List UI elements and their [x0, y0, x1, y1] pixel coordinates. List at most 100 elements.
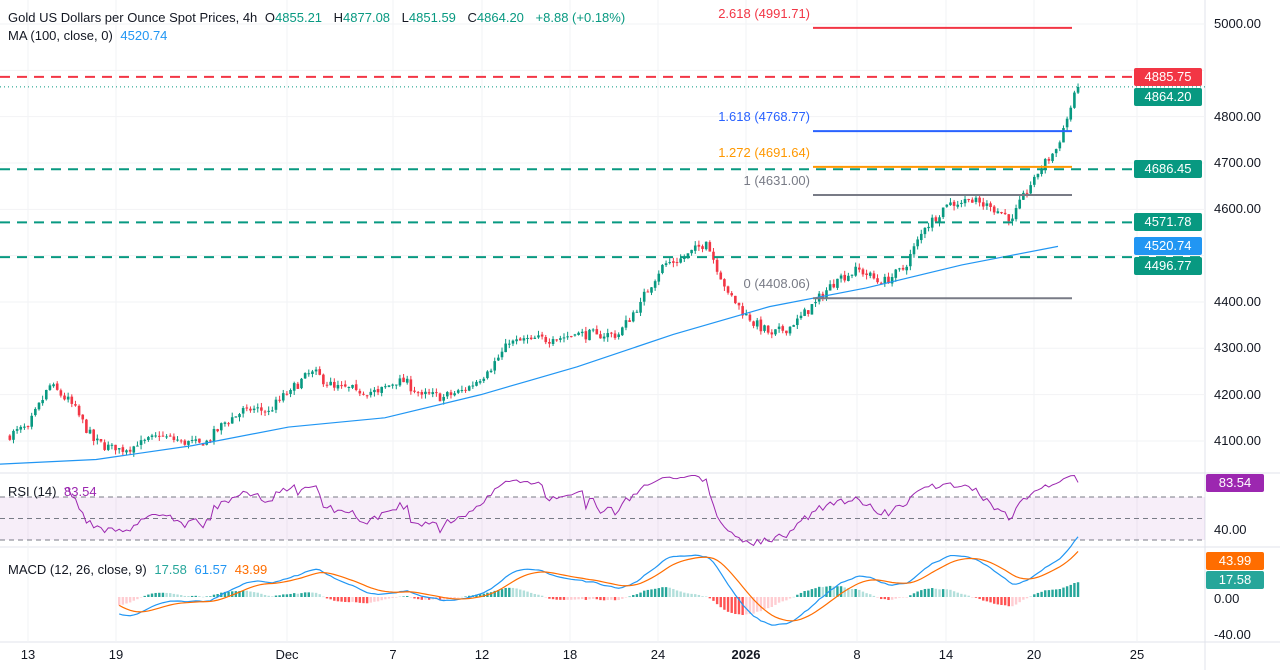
candle — [752, 320, 755, 329]
candle-body — [446, 392, 449, 397]
candle-body — [343, 384, 347, 387]
macd-histogram-bar — [194, 595, 197, 597]
candle — [504, 338, 507, 353]
candle-body — [1007, 214, 1011, 222]
candle — [190, 435, 194, 444]
macd-histogram-bar — [708, 597, 712, 599]
candle — [446, 391, 449, 399]
candle — [241, 406, 245, 418]
candle — [854, 262, 857, 277]
macd-histogram-bar — [209, 596, 212, 597]
candle — [544, 334, 548, 345]
candle-body — [424, 391, 427, 395]
candle-body — [726, 286, 730, 293]
candle — [927, 222, 930, 232]
candle — [179, 439, 183, 444]
candle — [1054, 148, 1058, 158]
candle-body — [1014, 208, 1018, 220]
macd-histogram-bar — [989, 597, 992, 603]
candle — [981, 197, 985, 210]
candle-body — [92, 429, 95, 441]
candle — [453, 390, 456, 397]
candle-body — [435, 392, 438, 394]
macd-histogram-bar — [493, 590, 496, 597]
macd-histogram-bar — [905, 597, 908, 598]
low-label: L — [401, 10, 409, 25]
candle — [952, 199, 956, 211]
candle — [260, 402, 263, 416]
candle-body — [37, 402, 41, 410]
macd-histogram-bar — [1036, 592, 1040, 597]
candle — [672, 257, 675, 268]
macd-histogram-bar — [639, 592, 642, 597]
candle — [661, 264, 664, 275]
macd-histogram-bar — [883, 597, 887, 600]
candle — [187, 440, 190, 449]
candle — [697, 240, 701, 251]
macd-histogram-bar — [231, 591, 234, 597]
candle-body — [890, 277, 894, 284]
candle — [712, 248, 715, 264]
candle-body — [712, 251, 715, 260]
macd-histogram-bar — [267, 595, 270, 597]
candle — [500, 347, 504, 360]
macd-histogram-bar — [402, 596, 405, 597]
macd-histogram-bar — [850, 589, 854, 597]
candle-body — [482, 378, 486, 381]
candle — [832, 279, 836, 289]
macd-histogram-bar — [613, 597, 617, 601]
candle-body — [781, 326, 785, 331]
candle-body — [1003, 212, 1007, 215]
macd-legend[interactable]: MACD (12, 26, close, 9) 17.58 61.57 43.9… — [8, 562, 271, 577]
candle — [909, 249, 912, 271]
candle-body — [646, 291, 650, 293]
macd-histogram-bar — [1051, 589, 1054, 597]
candle-body — [683, 257, 686, 259]
candle-body — [865, 273, 868, 276]
candle — [26, 425, 30, 430]
rsi-legend[interactable]: RSI (14) 83.54 — [8, 484, 101, 499]
candle — [580, 328, 584, 337]
candle-body — [861, 269, 865, 275]
candle-body — [1047, 158, 1051, 161]
candle — [285, 390, 289, 396]
macd-histogram-bar — [376, 597, 380, 602]
candle-body — [741, 306, 744, 316]
candle — [59, 388, 63, 398]
macd-histogram-bar — [190, 595, 194, 597]
macd-histogram-bar — [967, 595, 970, 597]
candle — [737, 302, 741, 310]
macd-histogram-bar — [292, 593, 296, 597]
macd-histogram-bar — [369, 597, 372, 603]
candle — [540, 331, 544, 340]
macd-histogram-bar — [165, 592, 168, 597]
candle — [938, 215, 941, 227]
ma-legend[interactable]: MA (100, close, 0) 4520.74 — [8, 28, 171, 43]
candle — [956, 200, 960, 209]
macd-histogram-bar — [570, 597, 573, 600]
macd-histogram-bar — [325, 597, 329, 599]
ma-value: 4520.74 — [120, 28, 168, 43]
macd-histogram-bar — [128, 597, 132, 603]
macd-histogram-bar — [551, 597, 555, 600]
candle — [526, 334, 529, 344]
candle-body — [227, 423, 230, 425]
candle — [198, 438, 201, 444]
candle — [30, 412, 33, 430]
candle-body — [606, 333, 610, 338]
time-axis-label: 20 — [1026, 647, 1042, 662]
macd-histogram-bar — [854, 589, 857, 597]
candle — [263, 409, 267, 417]
candle — [763, 324, 766, 333]
candle-body — [909, 253, 912, 267]
macd-histogram-bar — [974, 597, 978, 598]
candle — [923, 227, 927, 239]
candle-body — [628, 320, 631, 322]
candle — [978, 194, 981, 207]
candle-body — [704, 241, 708, 250]
candle — [905, 264, 908, 275]
macd-histogram-bar — [1018, 597, 1021, 603]
macd-histogram-bar — [504, 587, 507, 597]
macd-histogram-bar — [861, 591, 865, 597]
